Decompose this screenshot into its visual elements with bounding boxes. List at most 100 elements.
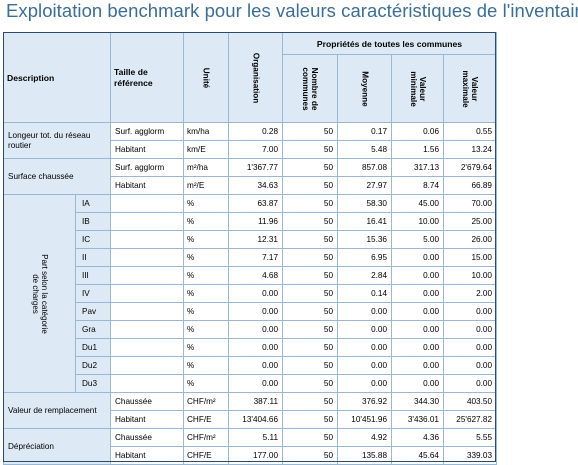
cell-category: Pav — [75, 302, 111, 321]
cell-unit: CHF/m² — [183, 428, 229, 447]
cell-n: 50 — [282, 122, 338, 141]
cell-unit: % — [183, 230, 229, 249]
table-row: IC % 12.31 50 15.36 5.00 26.00 — [4, 230, 497, 249]
cell-max: 0.00 — [443, 356, 497, 375]
table-row: Longeur tot. du réseau routier Surf. agg… — [3, 122, 497, 159]
cell-ref — [110, 230, 184, 249]
cell-n: 50 — [282, 266, 338, 285]
table-row: III % 4.68 50 2.84 0.00 10.00 — [4, 266, 497, 285]
cell-max: 403.50 — [443, 392, 497, 411]
cell-org: 7.17 — [228, 248, 283, 267]
cell-category: Du2 — [75, 356, 111, 375]
cell-n: 50 — [282, 410, 338, 429]
cell-min: 0.00 — [391, 320, 444, 339]
cell-min: 3'436.01 — [391, 410, 444, 429]
cell-category: IA — [75, 194, 111, 213]
header-valeur-max: Valeur maximale — [443, 54, 497, 123]
table-row: IB % 11.96 50 16.41 10.00 25.00 — [4, 212, 497, 231]
header-valeur-min-label: Valeur minimale — [408, 70, 427, 107]
cell-org: 0.00 — [228, 374, 283, 393]
cell-min: 344.30 — [391, 392, 444, 411]
cell-n: 50 — [282, 140, 338, 159]
cell-max: 0.55 — [443, 122, 497, 141]
cell-unit: CHF/E — [183, 446, 229, 465]
cell-max: 70.00 — [443, 194, 497, 213]
header-group: Propriétés de toutes les communes — [282, 32, 497, 55]
cell-max: 13.24 — [443, 140, 497, 159]
page-title: Exploitation benchmark pour les valeurs … — [6, 0, 578, 21]
cell-max: 26.00 — [443, 230, 497, 249]
group-part-label: Part selon la catégorie de charges — [30, 253, 49, 334]
header-nombre-label: Nombre de communes — [301, 66, 319, 111]
cell-moy: 2.84 — [337, 266, 392, 285]
cell-org: 12.31 — [228, 230, 283, 249]
cell-moy: 0.00 — [337, 356, 392, 375]
cell-max: 25.00 — [443, 212, 497, 231]
cell-unit: km/E — [183, 140, 229, 159]
cell-moy: 5.48 — [337, 140, 392, 159]
cell-unit: % — [183, 266, 229, 285]
cell-unit: % — [183, 248, 229, 267]
cell-ref — [110, 374, 184, 393]
cell-n: 50 — [282, 284, 338, 303]
header-valeur-max-label: Valeur maximale — [461, 69, 479, 108]
cell-unit: % — [183, 302, 229, 321]
cell-org: 0.00 — [228, 320, 283, 339]
cell-n: 50 — [282, 374, 338, 393]
cell-org: 0.28 — [228, 122, 283, 141]
cell-moy: 6.95 — [337, 248, 392, 267]
cell-org: 34.63 — [228, 176, 283, 195]
cell-max: 0.00 — [443, 320, 497, 339]
cell-moy: 0.00 — [337, 302, 392, 321]
table-row: Du2 % 0.00 50 0.00 0.00 0.00 — [4, 356, 497, 375]
table-row: Du1 % 0.00 50 0.00 0.00 0.00 — [4, 338, 497, 357]
cell-unit: % — [183, 374, 229, 393]
cell-min: 0.00 — [391, 266, 444, 285]
header-moyenne: Moyenne — [337, 54, 392, 123]
cell-moy: 857.08 — [337, 158, 392, 177]
cell-max: 339.03 — [443, 446, 497, 465]
cell-moy: 0.14 — [337, 284, 392, 303]
cell-ref — [110, 320, 184, 339]
cell-min: 45.00 — [391, 194, 444, 213]
cell-moy: 0.00 — [337, 374, 392, 393]
cell-ref: Surf. agglorm — [110, 158, 184, 177]
table-row: Du3 % 0.00 50 0.00 0.00 0.00 — [4, 374, 497, 393]
cell-ref: Habitant — [110, 446, 184, 465]
cell-ref: Chaussée — [110, 428, 184, 447]
cell-n: 50 — [282, 230, 338, 249]
cell-n: 50 — [282, 302, 338, 321]
header-unite-label: Unité — [201, 67, 211, 88]
benchmark-table: Description Taille de référence Unité Or… — [3, 32, 497, 465]
cell-min: 0.00 — [391, 248, 444, 267]
cell-min: 0.00 — [391, 356, 444, 375]
cell-org: 4.68 — [228, 266, 283, 285]
group-part: Part selon la catégorie de charges — [3, 194, 76, 393]
cell-max: 2'679.64 — [443, 158, 497, 177]
cell-category: Gra — [75, 320, 111, 339]
cell-n: 50 — [282, 320, 338, 339]
cell-org: 0.00 — [228, 356, 283, 375]
cell-moy: 27.97 — [337, 176, 392, 195]
cell-min: 4.36 — [391, 428, 444, 447]
cell-min: 0.00 — [391, 302, 444, 321]
cell-unit: % — [183, 194, 229, 213]
cell-category: Du1 — [75, 338, 111, 357]
cell-max: 10.00 — [443, 266, 497, 285]
cell-ref: Habitant — [110, 176, 184, 195]
group-surface: Surface chaussée — [3, 158, 111, 195]
cell-n: 50 — [282, 446, 338, 465]
cell-org: 0.00 — [228, 284, 283, 303]
table-row: Dépréciation Chaussée CHF/m² 5.11 50 4.9… — [3, 428, 497, 465]
cell-min: 8.74 — [391, 176, 444, 195]
cell-ref — [110, 302, 184, 321]
cell-category: II — [75, 248, 111, 267]
cell-max: 2.00 — [443, 284, 497, 303]
cell-ref: Habitant — [110, 140, 184, 159]
header-taille: Taille de référence — [110, 32, 184, 123]
cell-unit: CHF/E — [183, 410, 229, 429]
cell-category: IB — [75, 212, 111, 231]
cell-org: 11.96 — [228, 212, 283, 231]
cell-min: 1.56 — [391, 140, 444, 159]
cell-unit: km/ha — [183, 122, 229, 141]
